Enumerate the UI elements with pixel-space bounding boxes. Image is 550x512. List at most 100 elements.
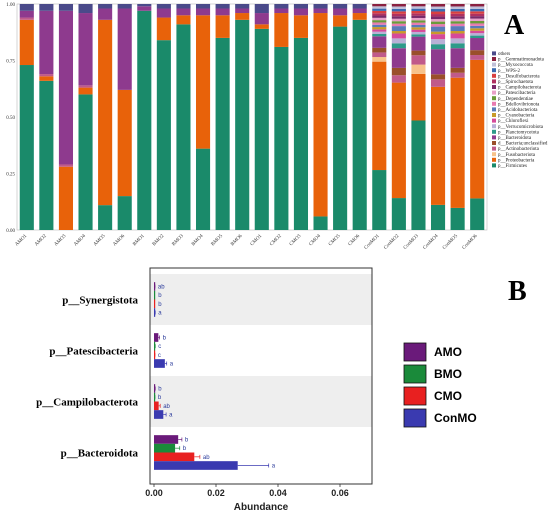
- bar-segment-p-chloroflexi-conmo6: [470, 30, 485, 34]
- bar-segment-p-proteobacteria-cmo2: [274, 13, 289, 47]
- legend-label-p-patescibacteria: p__Patescibacteria: [498, 91, 536, 96]
- bar-segment-p-proteobacteria-amo2: [39, 76, 54, 81]
- bar-segment-p-patescibacteria-conmo4: [430, 19, 446, 22]
- legend-swatch-p-desulfobacterota: [492, 73, 496, 78]
- bar-segment-p-firmicutes-bmo1: [137, 10, 152, 231]
- bar-segment-p-bacteroidota-amo5: [98, 8, 113, 20]
- sample-label-amo5: AMO5: [93, 234, 107, 248]
- bar-segment-p-campilobacterota-conmo5: [450, 16, 465, 19]
- bar-segment-p-bacteroidota-conmo2: [391, 48, 406, 68]
- sample-label-bmo4: BMO4: [191, 234, 205, 248]
- sample-label-conmo2: ConMO2: [383, 234, 400, 251]
- bar-segment-p-actinobacteriota-conmo5: [450, 72, 465, 78]
- bar-segment-p-bacteroidota-conmo3: [411, 36, 426, 51]
- bar-segment-p-firmicutes-cmo2: [274, 46, 289, 230]
- bar-segment-others-amo3: [58, 4, 74, 11]
- bar-conmo-p-patescibacteria: [154, 359, 165, 368]
- bar-segment-p-bdellovibrionota-conmo6: [470, 23, 485, 26]
- bar-segment-p-proteobacteria-cmo3: [293, 15, 309, 38]
- bar-segment-p-dependentiae-conmo3: [411, 20, 426, 23]
- bar-segment-p-desulfobacterota-conmo5: [450, 11, 465, 14]
- sample-label-amo3: AMO3: [54, 234, 68, 248]
- bar-segment-p-verrucomicrobiota-conmo3: [411, 31, 426, 35]
- bar-segment-p-proteobacteria-bmo4: [195, 15, 211, 149]
- bar-segment-d-bacteria-unclassified-conmo1: [372, 47, 387, 53]
- bar-segment-p-wps-2-conmo2: [391, 8, 406, 12]
- significance-amo-p-bacteroidota: b: [185, 438, 189, 444]
- bar-segment-p-proteobacteria-cmo5: [333, 15, 348, 27]
- legend-swatch-p-cyanobacteria: [492, 113, 496, 117]
- bar-segment-p-myxococcota-conmo2: [391, 6, 406, 9]
- bar-segment-p-proteobacteria-bmo3: [176, 15, 191, 25]
- bar-segment-p-cyanobacteria-conmo5: [450, 31, 465, 34]
- legend-label-p-myxococcota: p__Myxococcota: [498, 63, 533, 68]
- legend-label-p-wps-2: p__WPS-2: [498, 69, 520, 74]
- bar-segment-p-proteobacteria-amo3: [58, 166, 74, 230]
- bar-segment-p-campilobacterota-conmo4: [430, 16, 446, 20]
- bar-segment-p-wps-2-conmo3: [411, 8, 426, 11]
- sample-label-amo2: AMO2: [34, 234, 48, 248]
- bar-segment-p-myxococcota-conmo6: [470, 6, 485, 9]
- bar-segment-p-bacteroidota-amo2: [39, 10, 54, 75]
- sample-label-amo1: AMO1: [15, 234, 29, 248]
- bar-segment-p-desulfobacterota-conmo2: [391, 11, 406, 14]
- legend-label-p-bacteroidota: p__Bacteroidota: [498, 136, 532, 141]
- bar-segment-p-proteobacteria-conmo6: [470, 59, 485, 199]
- bar-segment-p-proteobacteria-bmo5: [215, 15, 230, 38]
- sample-label-bmo2: BMO2: [152, 234, 166, 248]
- bar-segment-p-spirochaetota-conmo4: [430, 14, 446, 17]
- bar-segment-p-proteobacteria-cmo1: [254, 24, 269, 29]
- bar-segment-p-bacteroidota-bmo4: [195, 8, 211, 16]
- phylum-labels: p__Synergistota p__Patescibacteria p__Camp…: [36, 295, 138, 460]
- bar-segment-p-verrucomicrobiota-conmo6: [470, 33, 485, 36]
- legend-swatch-p-chloroflexi: [492, 118, 496, 123]
- bar-segment-p-patescibacteria-conmo6: [470, 18, 485, 22]
- bar-segment-p-bacteroidota-conmo5: [450, 48, 465, 68]
- legend-label-p-desulfobacterota: p__Desulfobacterota: [498, 74, 540, 79]
- bar-segment-p-bdellovibrionota-conmo4: [430, 24, 446, 27]
- legend-swatch-p-campilobacterota: [492, 85, 496, 89]
- bar-segment-p-gemmatimonadota-conmo4: [430, 4, 446, 7]
- category-label-p-patescibacteria: p__Patescibacteria: [49, 346, 138, 358]
- bar-segment-p-myxococcota-conmo4: [430, 6, 446, 10]
- legend-label-p-verrucomicrobiota: p__Verrucomicrobiota: [498, 125, 544, 130]
- bar-segment-p-cyanobacteria-conmo1: [372, 27, 387, 30]
- legend-swatch-bmo: [403, 364, 427, 384]
- bar-segment-p-wps-2-conmo4: [430, 9, 446, 12]
- significance-cmo-p-campilobacterota: ab: [163, 404, 170, 410]
- bar-segment-p-bacteroidota-bmo3: [176, 8, 191, 16]
- bar-segment-others-cmo2: [274, 4, 289, 9]
- bar-segment-p-desulfobacterota-conmo3: [411, 10, 426, 14]
- legend-label-p-gemmatimonadota: p__Gemmatimonadota: [498, 58, 545, 63]
- bar-segment-p-firmicutes-conmo5: [450, 207, 465, 230]
- bar-segment-p-bdellovibrionota-conmo1: [372, 22, 387, 25]
- legend-label-p-proteobacteria: p__Proteobacteria: [498, 158, 535, 163]
- significance-cmo-p-synergistota: b: [158, 302, 162, 308]
- legend-label-p-chloroflexi: p__Chloroflexi: [498, 119, 529, 124]
- bar-segment-p-bacteroidota-bmo5: [215, 8, 230, 16]
- bar-segment-p-acidobacteriota-conmo2: [391, 26, 406, 32]
- bar-segment-p-fusobacteriota-conmo1: [372, 57, 387, 62]
- y-tick-1-00: 1.00: [6, 3, 15, 8]
- bar-segment-p-campilobacterota-conmo3: [411, 15, 426, 18]
- bar-segment-p-bacteroidota-bmo1: [137, 6, 152, 11]
- legend-label-p-acidobacteriota: p__Acidobacteriota: [498, 108, 538, 113]
- legend-swatch-d-bacteria-unclassified: [492, 141, 496, 145]
- bar-segment-d-bacteria-unclassified-conmo6: [470, 50, 485, 56]
- bar-bmo-p-bacteroidota: [154, 443, 176, 453]
- significance-amo-p-campilobacterota: b: [158, 387, 162, 393]
- bar-segment-p-planctomycetota-conmo2: [391, 43, 406, 49]
- bar-segment-p-dependentiae-conmo1: [372, 20, 387, 23]
- bar-segment-others-amo4: [78, 4, 93, 14]
- significance-conmo-p-synergistota: a: [158, 311, 162, 317]
- bar-segment-others-bmo3: [176, 4, 191, 9]
- x-tick-0-00: 0.00: [145, 488, 163, 498]
- legend-swatch-p-spirochaetota: [492, 79, 496, 84]
- bar-segment-others-bmo2: [156, 4, 171, 9]
- bar-segment-d-bacteria-unclassified-conmo4: [430, 74, 446, 80]
- bar-segment-p-bacteroidota-amo3: [58, 10, 74, 165]
- bar-segment-p-myxococcota-conmo5: [450, 6, 465, 9]
- bar-segment-p-verrucomicrobiota-conmo5: [450, 38, 465, 44]
- bar-segment-others-amo2: [39, 4, 54, 11]
